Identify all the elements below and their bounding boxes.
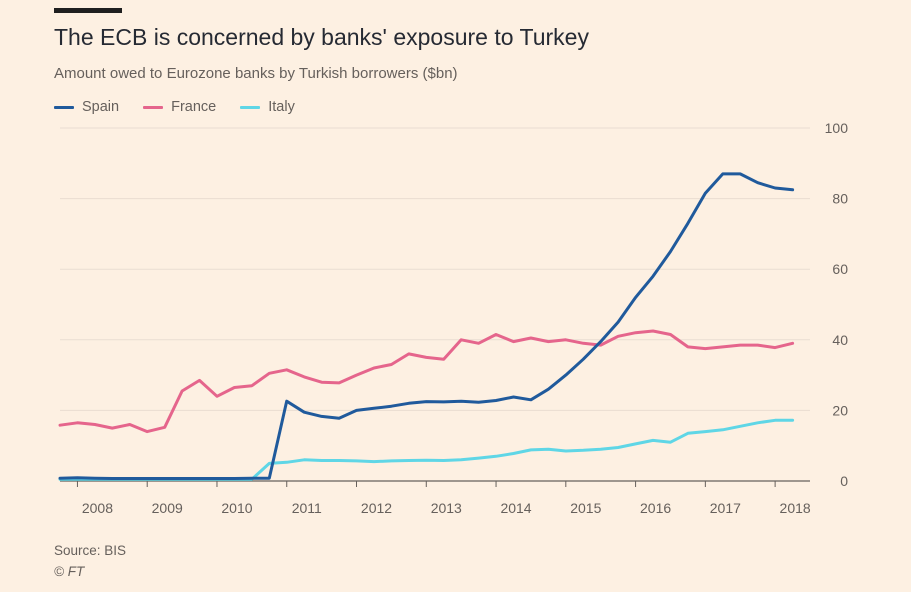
y-axis-tick-labels: 0 20 40 60 80 100 [825, 120, 849, 489]
x-tick-label: 2016 [640, 500, 671, 516]
chart-legend: Spain France Italy [54, 99, 319, 115]
series-line-italy [58, 418, 795, 481]
y-tick-label: 100 [825, 120, 849, 136]
legend-label-france: France [171, 99, 217, 115]
y-tick-label: 60 [832, 261, 848, 277]
y-tick-label: 40 [832, 332, 848, 348]
legend-label-spain: Spain [82, 99, 120, 115]
chart-subtitle: Amount owed to Eurozone banks by Turkish… [54, 65, 458, 82]
y-tick-label: 80 [832, 191, 848, 207]
x-axis-tick-labels: 2008 2009 2010 2011 2012 2013 2014 2015 2016 2017… [76, 481, 811, 516]
legend-item-spain: Spain [54, 99, 119, 115]
series-line-france [58, 329, 795, 434]
x-tick-label: 2011 [292, 500, 322, 516]
series-line-spain [58, 172, 795, 480]
legend-swatch-italy [240, 105, 261, 109]
legend-label-italy: Italy [268, 99, 295, 115]
x-tick-label: 2015 [570, 500, 601, 516]
header-accent-bar [54, 8, 122, 13]
x-tick-label: 2018 [780, 500, 811, 516]
x-tick-label: 2008 [82, 500, 113, 516]
copyright-credit: © FT [54, 564, 85, 579]
legend-item-france: France [143, 99, 216, 115]
x-tick-label: 2014 [500, 500, 531, 516]
x-tick-label: 2010 [221, 500, 252, 516]
gridlines [60, 127, 810, 482]
legend-swatch-france [143, 105, 164, 109]
x-tick-label: 2009 [152, 500, 183, 516]
chart-title: The ECB is concerned by banks' exposure … [54, 24, 589, 50]
y-tick-label: 20 [832, 402, 848, 418]
x-tick-label: 2017 [710, 500, 741, 516]
legend-swatch-spain [54, 105, 74, 109]
source-note: Source: BIS [54, 543, 127, 558]
y-tick-label: 0 [840, 473, 848, 489]
x-tick-label: 2012 [361, 500, 392, 516]
series-lines [58, 172, 795, 481]
x-tick-label: 2013 [431, 500, 462, 516]
legend-item-italy: Italy [240, 99, 295, 115]
